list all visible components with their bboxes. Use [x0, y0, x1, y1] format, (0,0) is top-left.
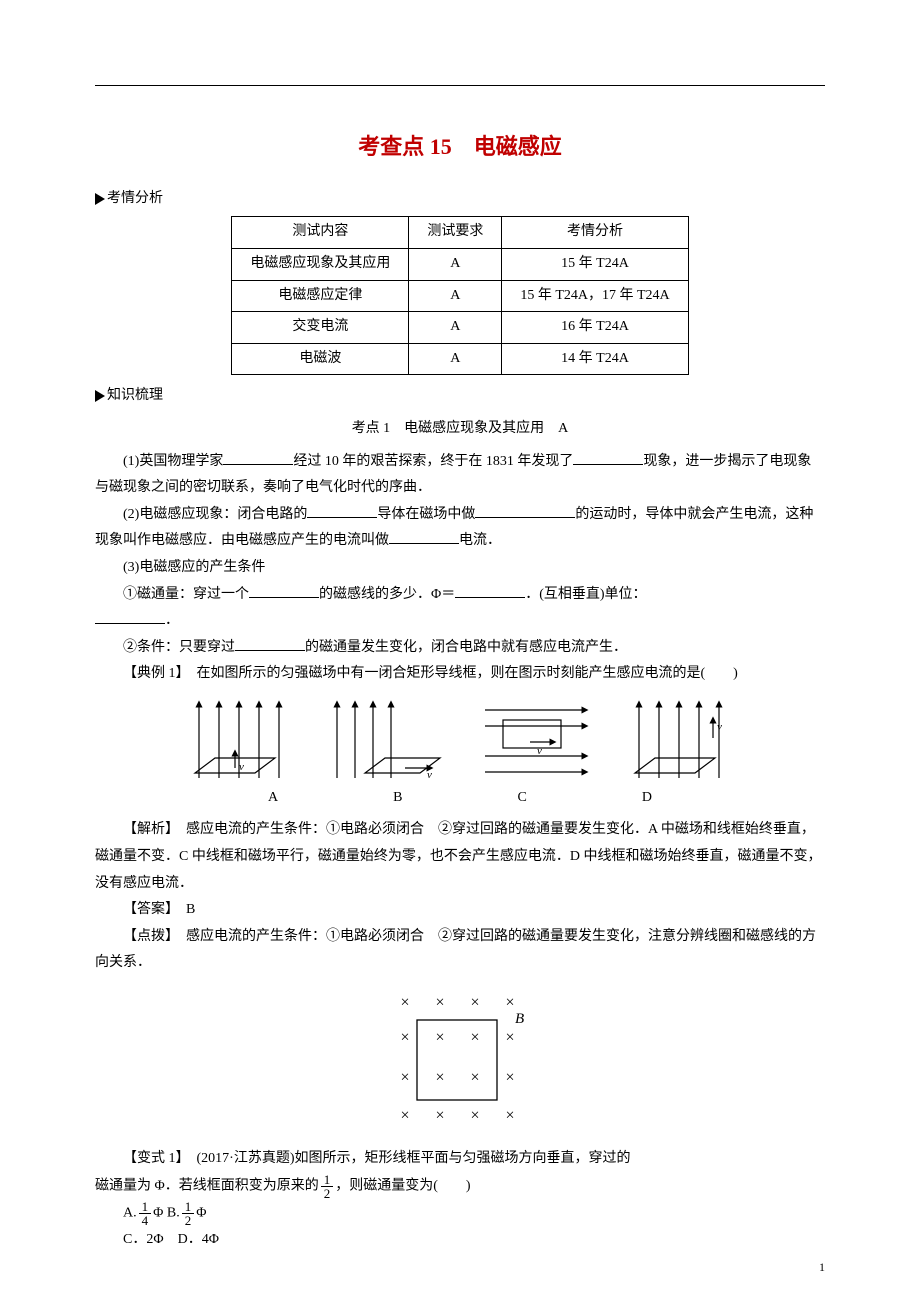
analysis: 【解析】 感应电流的产生条件：①电路必须闭合 ②穿过回路的磁通量要发生变化．A …	[95, 817, 825, 897]
page-number: 1	[819, 1256, 825, 1279]
section-exam-analysis: 考情分析	[95, 186, 825, 213]
svg-text:×: ×	[505, 1029, 514, 1046]
option-row-1: A.14Φ B.12Φ	[123, 1200, 825, 1227]
svg-text:×: ×	[505, 1069, 514, 1086]
paragraph-3-2: ②条件：只要穿过的磁通量发生变化，闭合电路中就有感应电流产生．	[95, 635, 825, 662]
table-row: 电磁感应现象及其应用A15 年 T24A	[232, 248, 688, 280]
tip: 【点拨】 感应电流的产生条件：①电路必须闭合 ②穿过回路的磁通量要发生变化，注意…	[95, 924, 825, 977]
header-rule	[95, 85, 825, 86]
diagram-A: v	[185, 698, 295, 783]
paragraph-3-1b: ．	[95, 608, 825, 635]
svg-text:v: v	[717, 721, 722, 733]
svg-text:×: ×	[435, 1029, 444, 1046]
triangle-icon	[95, 193, 105, 205]
label-B: B	[393, 785, 402, 812]
diagram-labels: A B C D	[95, 785, 825, 812]
section-knowledge: 知识梳理	[95, 383, 825, 410]
diagram-B: v	[325, 698, 445, 783]
label-D: D	[642, 785, 652, 812]
svg-text:×: ×	[435, 1069, 444, 1086]
svg-text:×: ×	[400, 1107, 409, 1124]
paragraph-2: (2)电磁感应现象：闭合电路的导体在磁场中做的运动时，导体中就会产生电流，这种现…	[95, 502, 825, 555]
svg-text:v: v	[537, 745, 542, 757]
paragraph-3-1: ①磁通量：穿过一个的磁感线的多少．Φ＝．(互相垂直)单位：	[95, 582, 825, 609]
section-head-1: 考情分析	[107, 191, 163, 206]
label-A: A	[268, 785, 278, 812]
example-1: 【典例 1】 在如图所示的匀强磁场中有一闭合矩形导线框，则在图示时刻能产生感应电…	[95, 661, 825, 688]
svg-text:v: v	[427, 769, 432, 781]
svg-text:v: v	[239, 761, 244, 773]
svg-text:B: B	[515, 1011, 524, 1027]
svg-text:×: ×	[400, 1029, 409, 1046]
svg-text:×: ×	[400, 994, 409, 1011]
table-row: 电磁感应定律A15 年 T24A，17 年 T24A	[232, 280, 688, 312]
variant-1: 【变式 1】 (2017·江苏真题)如图所示，矩形线框平面与匀强磁场方向垂直，穿…	[95, 1146, 825, 1173]
variant-1b: 磁通量为 Φ．若线框面积变为原来的12，则磁通量变为( )	[95, 1173, 825, 1200]
diagram-xgrid: × × × × × × × × × × × × × × × × B	[375, 985, 545, 1140]
svg-text:×: ×	[470, 994, 479, 1011]
svg-text:×: ×	[435, 994, 444, 1011]
triangle-icon	[95, 390, 105, 402]
table-row: 测试内容 测试要求 考情分析	[232, 217, 688, 249]
diagram-row: v v	[95, 698, 825, 783]
option-row-2: C．2Φ D．4Φ	[123, 1227, 825, 1254]
svg-text:×: ×	[505, 994, 514, 1011]
diagram-C: v	[475, 698, 595, 783]
svg-text:×: ×	[435, 1107, 444, 1124]
options: A.14Φ B.12Φ C．2Φ D．4Φ	[123, 1200, 825, 1254]
svg-text:×: ×	[470, 1029, 479, 1046]
answer: 【答案】 B	[95, 897, 825, 924]
svg-text:×: ×	[470, 1069, 479, 1086]
th-analysis: 考情分析	[502, 217, 688, 249]
paragraph-3: (3)电磁感应的产生条件	[95, 555, 825, 582]
exam-table: 测试内容 测试要求 考情分析 电磁感应现象及其应用A15 年 T24A 电磁感应…	[231, 216, 688, 375]
page-title: 考查点 15 电磁感应	[95, 126, 825, 168]
svg-text:×: ×	[505, 1107, 514, 1124]
diagram-D: v	[625, 698, 735, 783]
label-C: C	[518, 785, 527, 812]
th-req: 测试要求	[409, 217, 502, 249]
section-head-2: 知识梳理	[107, 388, 163, 403]
table-row: 电磁波A14 年 T24A	[232, 343, 688, 375]
svg-text:×: ×	[470, 1107, 479, 1124]
paragraph-1: (1)英国物理学家经过 10 年的艰苦探索，终于在 1831 年发现了现象，进一…	[95, 449, 825, 502]
svg-text:×: ×	[400, 1069, 409, 1086]
table-row: 交变电流A16 年 T24A	[232, 312, 688, 344]
kaodian-1-title: 考点 1 电磁感应现象及其应用 A	[95, 416, 825, 443]
th-content: 测试内容	[232, 217, 409, 249]
